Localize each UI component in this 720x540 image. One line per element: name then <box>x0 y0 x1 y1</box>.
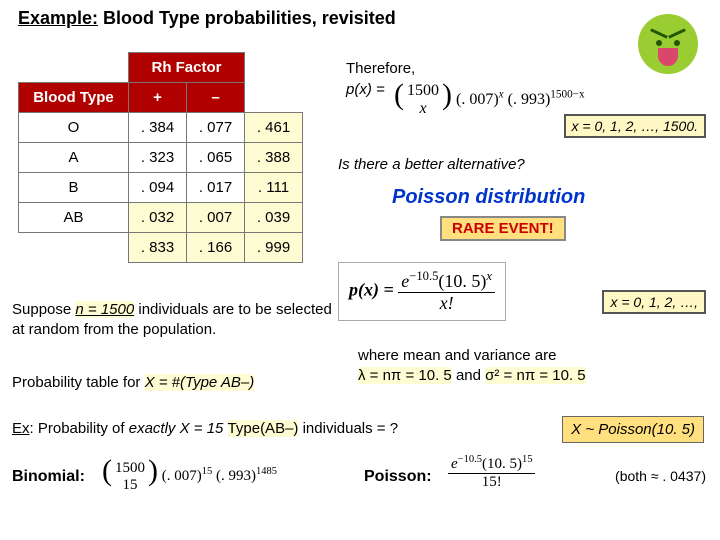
angry-face-icon <box>634 12 702 76</box>
rh-header: Rh Factor <box>129 53 245 83</box>
binomial-result: (150015) (. 007)15 (. 993)1485 <box>102 454 277 494</box>
bt-header: Blood Type <box>19 83 129 113</box>
binomial-label: Binomial: <box>12 468 85 486</box>
table-row: A . 323 . 065 . 388 <box>19 143 303 173</box>
poisson-result: e−10.5(10. 5)15 15! <box>448 454 535 491</box>
table-row-sum: . 833 . 166 . 999 <box>19 233 303 263</box>
probtable-text: Probability table for X = #(Type AB–) <box>12 374 254 391</box>
col-plus: + <box>129 83 187 113</box>
x-range-2: x = 0, 1, 2, …, <box>602 290 706 314</box>
therefore: Therefore, <box>346 60 598 77</box>
binomial-formula: (1500x) (. 007)x (. 993)1500−x <box>394 78 585 118</box>
rare-event-badge: RARE EVENT! <box>440 216 566 241</box>
better-alternative: Is there a better alternative? <box>338 156 525 173</box>
suppose-text: Suppose n = 1500 individuals are to be s… <box>12 300 342 339</box>
pofx: p(x) = <box>346 81 385 98</box>
table-row: B . 094 . 017 . 111 <box>19 173 303 203</box>
title-rest: Blood Type probabilities, revisited <box>98 8 396 28</box>
poisson-label-bottom: Poisson: <box>364 468 432 486</box>
blood-type-table: Rh Factor Blood Type + – O . 384 . 077 .… <box>18 52 303 263</box>
title-example: Example: <box>18 8 98 28</box>
table-row: AB . 032 . 007 . 039 <box>19 203 303 233</box>
table-row: O . 384 . 077 . 461 <box>19 113 303 143</box>
example-line: Ex: Probability of exactly X = 15 Type(A… <box>12 420 398 437</box>
slide-title: Example: Blood Type probabilities, revis… <box>18 8 396 29</box>
poisson-formula: p(x) = e−10.5(10. 5)x x! <box>338 262 506 321</box>
mean-variance-text: where mean and variance are λ = nπ = 10.… <box>358 346 708 387</box>
poisson-title: Poisson distribution <box>392 186 585 209</box>
x-range-1: x = 0, 1, 2, …, 1500. <box>564 114 706 138</box>
x-poisson-badge: X ~ Poisson(10. 5) <box>562 416 704 443</box>
both-approx: (both ≈ . 0437) <box>615 468 706 484</box>
col-minus: – <box>187 83 245 113</box>
